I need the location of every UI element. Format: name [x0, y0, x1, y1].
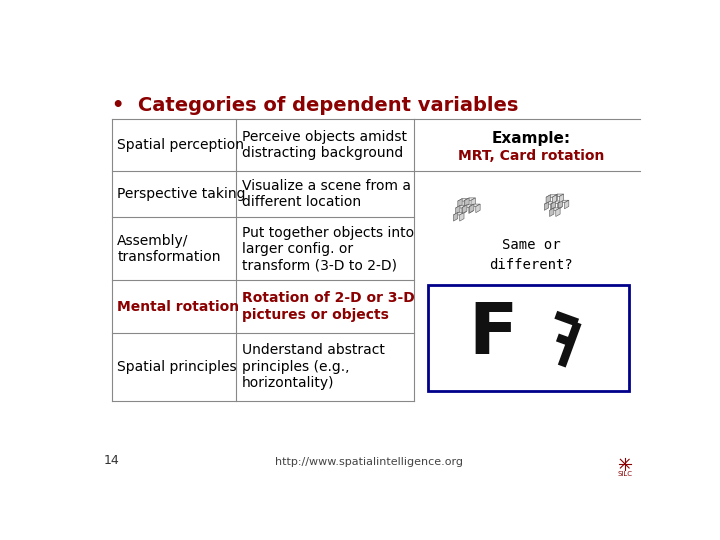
Polygon shape — [556, 208, 560, 217]
Polygon shape — [549, 208, 560, 211]
Polygon shape — [552, 195, 557, 204]
Polygon shape — [454, 212, 464, 215]
Text: 14: 14 — [104, 454, 120, 467]
Text: F: F — [469, 300, 518, 369]
Polygon shape — [463, 205, 473, 207]
Text: Spatial perception: Spatial perception — [117, 138, 244, 152]
Polygon shape — [462, 206, 466, 214]
Polygon shape — [558, 200, 562, 209]
Polygon shape — [459, 212, 464, 221]
Polygon shape — [465, 198, 469, 206]
Text: Same or
different?: Same or different? — [489, 238, 573, 272]
Text: Assembly/
transformation: Assembly/ transformation — [117, 234, 220, 264]
Text: MRT, Card rotation: MRT, Card rotation — [458, 150, 604, 164]
Polygon shape — [544, 202, 555, 204]
Text: Perceive objects amidst
distracting background: Perceive objects amidst distracting back… — [242, 130, 407, 160]
Polygon shape — [469, 205, 473, 213]
Polygon shape — [476, 204, 480, 213]
Polygon shape — [549, 208, 554, 217]
Polygon shape — [552, 201, 556, 210]
Polygon shape — [553, 194, 564, 197]
Polygon shape — [553, 194, 557, 202]
Polygon shape — [544, 202, 549, 211]
Polygon shape — [564, 200, 569, 209]
Text: Put together objects into
larger config. or
transform (3-D to 2-D): Put together objects into larger config.… — [242, 226, 414, 272]
Polygon shape — [463, 205, 467, 213]
Polygon shape — [456, 206, 466, 208]
Text: Rotation of 2-D or 3-D
pictures or objects: Rotation of 2-D or 3-D pictures or objec… — [242, 292, 415, 322]
Polygon shape — [551, 202, 555, 211]
Polygon shape — [557, 201, 562, 210]
Polygon shape — [465, 198, 475, 200]
Text: Visualize a scene from a
different location: Visualize a scene from a different locat… — [242, 179, 411, 210]
Text: Spatial principles: Spatial principles — [117, 360, 237, 374]
Text: •  Categories of dependent variables: • Categories of dependent variables — [112, 96, 518, 114]
Polygon shape — [458, 199, 468, 201]
Polygon shape — [546, 195, 557, 197]
Polygon shape — [458, 199, 462, 207]
Polygon shape — [546, 195, 550, 204]
Polygon shape — [552, 201, 562, 204]
Text: http://www.spatialintelligence.org: http://www.spatialintelligence.org — [275, 457, 463, 467]
Text: Example:: Example: — [492, 131, 570, 146]
Text: Perspective taking: Perspective taking — [117, 187, 246, 201]
Polygon shape — [469, 204, 474, 213]
Polygon shape — [456, 206, 460, 214]
Polygon shape — [559, 194, 564, 202]
Text: SILC: SILC — [617, 471, 632, 477]
Polygon shape — [464, 199, 468, 207]
Polygon shape — [454, 212, 458, 221]
Bar — [428, 285, 629, 392]
Text: Mental rotation: Mental rotation — [117, 300, 239, 314]
Polygon shape — [558, 200, 569, 202]
Polygon shape — [469, 204, 480, 206]
Polygon shape — [471, 198, 475, 206]
Text: Understand abstract
principles (e.g.,
horizontality): Understand abstract principles (e.g., ho… — [242, 343, 384, 390]
